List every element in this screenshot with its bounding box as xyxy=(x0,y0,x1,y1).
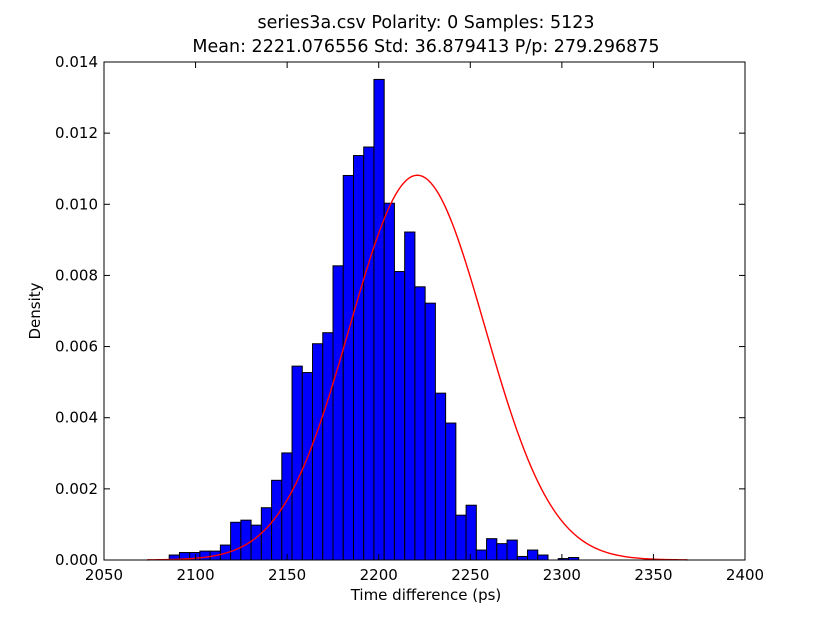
histogram-bar xyxy=(424,302,436,561)
x-tick-label: 2150 xyxy=(268,566,306,584)
chart-title-line-2: Mean: 2221.076556 Std: 36.879413 P/p: 27… xyxy=(192,37,659,57)
histogram-bar xyxy=(260,507,273,561)
histogram-bar xyxy=(537,554,549,561)
x-tick-label: 2350 xyxy=(634,566,672,584)
y-axis-ticks: 0.000 0.002 0.004 0.006 0.008 0.010 0.012 0.014 xyxy=(55,53,745,569)
y-tick-label: 0.014 xyxy=(55,53,98,71)
histogram-bar xyxy=(516,555,529,561)
y-tick-label: 0.000 xyxy=(55,551,98,569)
histogram-bar xyxy=(373,78,385,561)
histogram-bar xyxy=(312,343,324,561)
x-tick-label: 2200 xyxy=(360,566,398,584)
normal-fit-curve xyxy=(147,174,688,561)
histogram-bar xyxy=(240,519,252,561)
histogram-bar xyxy=(342,174,354,561)
plot-area-frame xyxy=(103,61,746,561)
histogram-bar xyxy=(404,231,416,561)
y-tick-label: 0.010 xyxy=(55,195,98,213)
histogram-bar xyxy=(322,332,334,561)
y-tick-label: 0.008 xyxy=(55,266,98,284)
histogram-bar xyxy=(383,202,395,561)
histogram-bar xyxy=(352,155,365,561)
x-tick-label: 2400 xyxy=(726,566,764,584)
histogram-bar xyxy=(363,146,375,561)
histogram-bar xyxy=(527,549,539,561)
histogram-bar xyxy=(475,549,488,561)
histogram-bar xyxy=(465,504,477,561)
x-axis-ticks: 2050 2100 2150 2200 2250 2300 2350 2400 xyxy=(85,62,764,584)
y-tick-label: 0.006 xyxy=(55,338,98,356)
histogram-bar xyxy=(434,392,447,561)
histogram-bar xyxy=(445,422,457,561)
y-axis-label: Density xyxy=(26,282,44,339)
histogram-bar xyxy=(230,521,242,561)
histogram-bar xyxy=(291,365,303,561)
histogram-bar xyxy=(250,524,262,561)
histogram-bar xyxy=(199,550,211,561)
chart-title-line-1: series3a.csv Polarity: 0 Samples: 5123 xyxy=(257,13,594,33)
y-tick-label: 0.012 xyxy=(55,124,98,142)
x-tick-label: 2050 xyxy=(85,566,123,584)
x-tick-label: 2250 xyxy=(451,566,489,584)
histogram-bar xyxy=(496,543,508,561)
x-tick-label: 2100 xyxy=(176,566,214,584)
y-tick-label: 0.004 xyxy=(55,409,98,427)
histogram-bar xyxy=(393,271,406,561)
x-tick-label: 2300 xyxy=(543,566,581,584)
histogram-bar xyxy=(506,539,518,561)
histogram-bar xyxy=(455,514,467,561)
histogram-bar xyxy=(486,538,498,561)
histogram-bar xyxy=(332,265,344,561)
histogram-bar xyxy=(414,286,426,561)
x-axis-label: Time difference (ps) xyxy=(350,586,502,604)
y-tick-label: 0.002 xyxy=(55,480,98,498)
